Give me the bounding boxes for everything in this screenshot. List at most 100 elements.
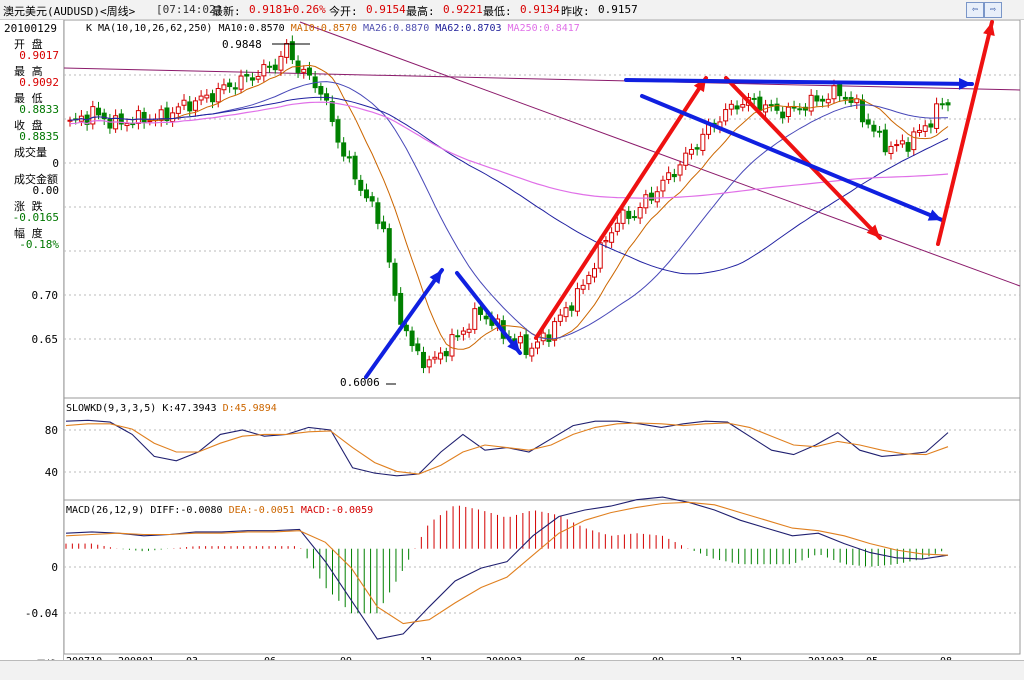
candle-up: [466, 328, 472, 333]
candle-up: [934, 103, 940, 129]
macd-macd-value: MACD:-0.0059: [300, 505, 374, 516]
ma250-value: MA250:0.8417: [507, 23, 580, 34]
prev-close-value: 0.9157: [598, 3, 638, 16]
info-field-value: -0.0165: [12, 211, 59, 224]
info-field-value: 0: [52, 157, 59, 170]
candle-down: [455, 335, 461, 338]
candle-down: [842, 96, 848, 100]
next-arrow-icon[interactable]: ⇨: [984, 2, 1002, 18]
candle-up: [922, 125, 928, 132]
candle-down: [375, 202, 381, 224]
candle-down: [774, 103, 780, 111]
change-value: +0.26%: [286, 3, 326, 16]
candle-up: [911, 131, 917, 151]
info-field-value: 0.9092: [19, 76, 59, 89]
candle-up: [785, 106, 791, 117]
candle-down: [107, 118, 113, 129]
candle-up: [557, 314, 563, 322]
candle-down: [403, 324, 409, 332]
candle-down: [341, 142, 347, 157]
ma-indicator-text: K MA(10,10,26,62,250): [86, 23, 213, 34]
ma10b-value: MA10:0.8570: [290, 23, 357, 34]
candle-down: [649, 192, 655, 201]
candle-up: [580, 284, 586, 290]
candle-up: [740, 104, 746, 108]
candle-down: [791, 106, 797, 109]
candle-down: [483, 315, 489, 320]
candle-up: [449, 334, 455, 357]
candle-up: [517, 336, 523, 344]
candle-up: [552, 321, 558, 341]
candle-down: [346, 156, 352, 159]
candle-up: [278, 55, 284, 71]
candle-down: [369, 196, 375, 202]
candle-down: [227, 82, 233, 88]
blue-arrow-right: [624, 78, 974, 86]
candle-up: [894, 144, 900, 147]
info-field-label: 最 高: [14, 65, 43, 78]
price-panel-frame: [63, 20, 1021, 399]
info-field-value: 0.9017: [19, 49, 59, 62]
info-field-label: 收 盘: [14, 119, 43, 132]
red-arrow-breakout-head: [983, 22, 995, 37]
candle-down: [96, 107, 102, 116]
title-bar: 澳元美元(AUDUSD)<周线> [07:14:02] 最新: 0.9181 +…: [0, 0, 1024, 20]
candle-up: [426, 359, 432, 368]
candle-down: [928, 123, 934, 128]
candle-up: [460, 330, 466, 335]
candle-down: [381, 221, 387, 230]
open-label: 今开:: [329, 5, 358, 18]
candle-up: [175, 106, 181, 114]
candle-down: [546, 334, 552, 342]
blue-arrow-diagonal: [640, 94, 944, 222]
diagonal-trendline: [299, 21, 1021, 287]
info-date: 20100129: [4, 22, 57, 35]
macd-panel-frame: [63, 499, 1021, 655]
candle-down: [814, 95, 820, 102]
blue-arrow-right-head: [958, 77, 972, 90]
candle-down: [386, 228, 392, 263]
kd-ytick: 80: [44, 424, 58, 437]
candle-down: [865, 119, 871, 125]
candle-down: [871, 124, 877, 132]
macd-name: MACD(26,12,9): [66, 505, 145, 516]
latest-label: 最新:: [212, 5, 241, 18]
macd-ytick: -0.04: [24, 607, 58, 620]
candle-down: [694, 147, 700, 150]
window-title: 澳元美元(AUDUSD)<周线>: [3, 5, 136, 18]
candle-down: [318, 86, 324, 95]
info-field-value: -0.18%: [19, 238, 59, 251]
candle-up: [438, 352, 444, 360]
candle-down: [443, 351, 449, 357]
high-marker: 0.9848: [222, 38, 262, 51]
candle-up: [574, 288, 580, 312]
candle-down: [164, 107, 170, 122]
candle-up: [215, 88, 221, 103]
candle-up: [614, 222, 620, 232]
candle-up: [825, 98, 831, 104]
candle-down: [939, 103, 945, 106]
candle-up: [620, 209, 626, 224]
candle-down: [420, 351, 426, 369]
candle-up: [432, 356, 438, 360]
candle-down: [768, 104, 774, 107]
candle-down: [734, 105, 740, 110]
candle-down: [335, 119, 341, 143]
candle-up: [916, 129, 922, 133]
kd-name: SLOWKD(9,3,3,5): [66, 403, 157, 414]
candle-up: [301, 68, 307, 73]
info-field-label: 幅 度: [14, 227, 43, 240]
candle-down: [363, 189, 369, 199]
macd-title: MACD(26,12,9) DIFF:-0.0080 DEA:-0.0051 M…: [66, 505, 373, 516]
prev-arrow-icon[interactable]: ⇦: [966, 2, 984, 18]
macd-diff-line: [65, 496, 949, 640]
candle-up: [728, 103, 734, 110]
low-marker: 0.6006: [340, 376, 380, 389]
candle-down: [306, 67, 312, 76]
candle-down: [631, 216, 637, 219]
candle-down: [802, 106, 808, 111]
candle-up: [586, 274, 592, 285]
chart-canvas[interactable]: [0, 20, 1024, 660]
kd-d-line: [65, 422, 949, 475]
